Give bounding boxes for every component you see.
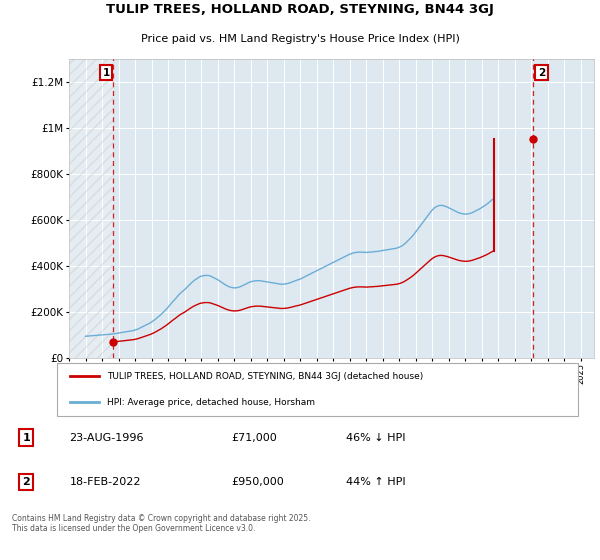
Text: 46% ↓ HPI: 46% ↓ HPI <box>346 432 406 442</box>
Text: £71,000: £71,000 <box>231 432 277 442</box>
Text: 23-AUG-1996: 23-AUG-1996 <box>70 432 144 442</box>
Text: 44% ↑ HPI: 44% ↑ HPI <box>346 477 406 487</box>
Text: Contains HM Land Registry data © Crown copyright and database right 2025.
This d: Contains HM Land Registry data © Crown c… <box>12 514 311 533</box>
Text: 18-FEB-2022: 18-FEB-2022 <box>70 477 141 487</box>
Text: Price paid vs. HM Land Registry's House Price Index (HPI): Price paid vs. HM Land Registry's House … <box>140 34 460 44</box>
Text: HPI: Average price, detached house, Horsham: HPI: Average price, detached house, Hors… <box>107 398 315 407</box>
Text: 1: 1 <box>103 68 110 78</box>
Text: TULIP TREES, HOLLAND ROAD, STEYNING, BN44 3GJ (detached house): TULIP TREES, HOLLAND ROAD, STEYNING, BN4… <box>107 372 423 381</box>
Text: 2: 2 <box>23 477 30 487</box>
Text: TULIP TREES, HOLLAND ROAD, STEYNING, BN44 3GJ: TULIP TREES, HOLLAND ROAD, STEYNING, BN4… <box>106 3 494 16</box>
Text: £950,000: £950,000 <box>231 477 284 487</box>
FancyBboxPatch shape <box>56 363 578 416</box>
Text: 2: 2 <box>538 68 545 78</box>
Text: 1: 1 <box>23 432 30 442</box>
